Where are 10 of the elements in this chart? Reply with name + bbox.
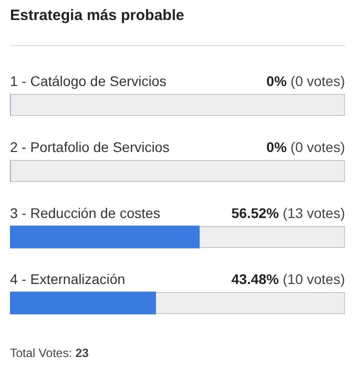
data-label: 43.48% (10 votes): [231, 271, 346, 287]
text: Total Votes: 23: [10, 346, 89, 360]
y-tick-label: 3 - Reducción de costes: [10, 205, 160, 221]
data-label: 0% (0 votes): [266, 73, 346, 89]
chart-title: Estrategia más probable: [10, 7, 184, 24]
data-label: 56.52% (13 votes): [231, 205, 346, 221]
y-tick-label: 2 - Portafolio de Servicios: [10, 139, 170, 155]
y-tick-label: 1 - Catálogo de Servicios: [10, 73, 166, 89]
data-label: 0% (0 votes): [266, 139, 346, 155]
y-tick-label: 4 - Externalización: [10, 271, 126, 287]
